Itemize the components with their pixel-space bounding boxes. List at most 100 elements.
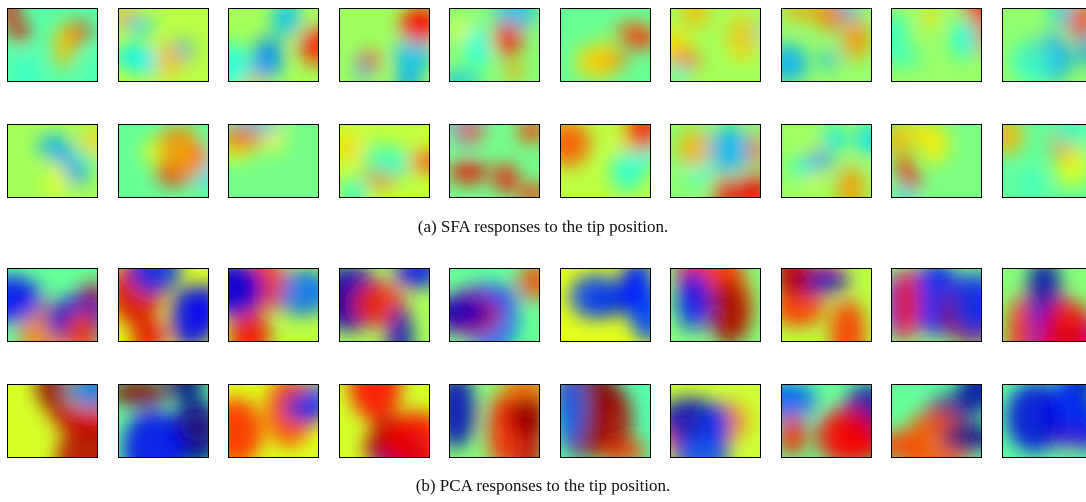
- map-blob: [67, 371, 120, 408]
- map-blob: [830, 299, 865, 364]
- map-blob: [209, 398, 263, 465]
- map-blob: [896, 152, 913, 178]
- response-map: [339, 351, 448, 487]
- map-blob: [494, 164, 518, 193]
- map-blob: [47, 162, 68, 200]
- map-blob: [677, 270, 711, 330]
- map-blob: [773, 248, 812, 297]
- response-map: [436, 368, 549, 477]
- response-map: [111, 8, 209, 82]
- map-blob: [952, 272, 1000, 336]
- response-map: [427, 262, 553, 354]
- response-map: [209, 375, 338, 465]
- map-blob: [677, 129, 710, 167]
- response-map: [989, 106, 1086, 198]
- map-blob: [783, 3, 817, 21]
- map-blob: [393, 38, 434, 71]
- response-map: [553, 365, 651, 465]
- response-map: [657, 384, 761, 474]
- map-blob: [989, 116, 1024, 155]
- response-map: [118, 124, 228, 198]
- response-map: [770, 0, 872, 83]
- map-blob: [272, 0, 301, 38]
- map-blob: [708, 278, 751, 345]
- map-blob: [880, 49, 922, 67]
- response-map: [109, 243, 222, 355]
- response-map: [781, 123, 886, 211]
- response-map: [772, 248, 872, 365]
- response-map: [339, 6, 440, 95]
- map-blob: [341, 178, 369, 206]
- map-blobs: [436, 368, 549, 477]
- response-map: [560, 8, 658, 83]
- response-map: [7, 361, 122, 492]
- map-blob: [170, 287, 211, 350]
- response-map: [1002, 349, 1086, 458]
- map-blob: [920, 126, 949, 164]
- map-blob: [778, 415, 807, 456]
- map-blob: [123, 410, 185, 486]
- response-map: [869, 368, 999, 486]
- map-blob: [951, 18, 979, 60]
- map-blob: [54, 23, 76, 68]
- map-blob: [892, 267, 919, 342]
- map-blob: [15, 53, 38, 99]
- map-blob: [427, 296, 491, 330]
- map-blob: [385, 147, 410, 179]
- map-blob: [842, 17, 869, 59]
- caption-b: (b) PCA responses to the tip position.: [416, 476, 671, 495]
- response-map: [204, 253, 333, 358]
- map-blob: [385, 411, 448, 481]
- map-blob: [36, 361, 68, 410]
- map-blob: [334, 133, 362, 160]
- map-blob: [394, 255, 439, 288]
- map-blob: [709, 126, 751, 173]
- map-blob: [823, 126, 846, 151]
- map-blob: [838, 166, 864, 211]
- map-blob: [869, 432, 924, 461]
- map-blob: [299, 27, 335, 65]
- response-map: [438, 0, 540, 90]
- map-blob: [770, 44, 808, 83]
- map-blob: [350, 351, 402, 420]
- map-blob: [595, 36, 613, 83]
- map-blob: [254, 36, 283, 74]
- map-blob: [455, 119, 485, 143]
- map-blob: [183, 146, 209, 169]
- response-map: [879, 0, 999, 82]
- caption-a: (a) SFA responses to the tip position.: [418, 217, 668, 236]
- map-blob: [619, 263, 646, 311]
- map-blob: [727, 14, 758, 61]
- map-blob: [1054, 106, 1086, 149]
- map-blobs: [1007, 349, 1086, 452]
- map-blob: [805, 152, 834, 169]
- map-blob: [703, 401, 731, 447]
- map-blob: [518, 118, 547, 143]
- map-blob: [449, 160, 488, 184]
- map-blob: [879, 13, 909, 53]
- map-blob: [131, 318, 166, 355]
- map-blob: [218, 126, 261, 152]
- map-blob: [65, 310, 100, 359]
- response-map: [670, 124, 773, 213]
- response-map: [1002, 0, 1086, 83]
- map-blob: [492, 22, 523, 56]
- map-blob: [1006, 296, 1033, 371]
- response-map: [109, 367, 221, 486]
- response-map: [670, 246, 761, 345]
- response-map: [7, 124, 108, 200]
- map-blob: [85, 54, 102, 100]
- response-map: [320, 255, 440, 372]
- map-blob: [943, 424, 998, 452]
- map-blobs: [772, 248, 865, 365]
- map-blob: [733, 174, 773, 213]
- map-blob: [517, 184, 549, 205]
- map-blobs: [883, 262, 1003, 346]
- map-blob: [687, 165, 715, 183]
- response-map: [650, 0, 767, 82]
- map-blob: [12, 21, 29, 46]
- map-blob: [81, 128, 107, 154]
- response-map: [754, 381, 890, 465]
